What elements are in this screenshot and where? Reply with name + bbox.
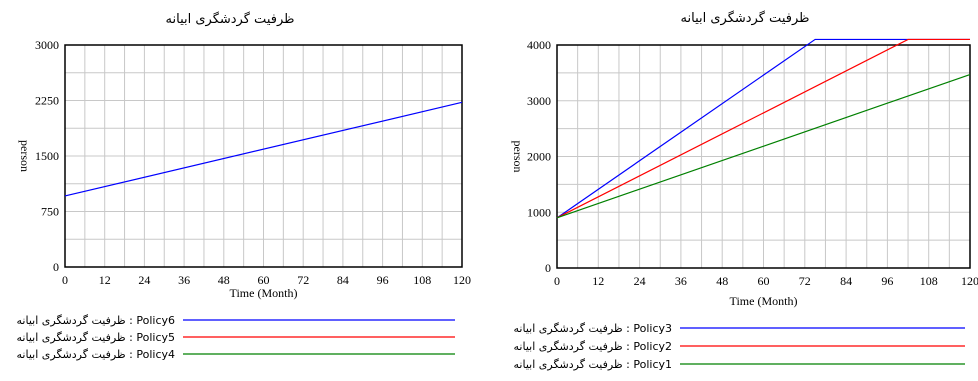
x-tick-label: 72 bbox=[799, 274, 811, 288]
y-tick-label: 1000 bbox=[527, 205, 551, 219]
x-tick-label: 36 bbox=[675, 274, 687, 288]
legend-label: ظرفیت گردشگری ابیانه : Policy4 bbox=[17, 348, 175, 361]
y-tick-label: 3000 bbox=[35, 38, 59, 52]
x-tick-label: 12 bbox=[592, 274, 604, 288]
x-tick-label: 96 bbox=[377, 273, 389, 287]
x-tick-label: 108 bbox=[413, 273, 431, 287]
chart-title: ظرفیت گردشگری ابیانه bbox=[166, 11, 295, 27]
chart-2: ظرفیت گردشگری ابیانه 0 12 24 36 48 60 72 84 96 108… bbox=[511, 10, 978, 371]
legend-label: ظرفیت گردشگری ابیانه : Policy5 bbox=[17, 331, 175, 344]
x-tick-label: 72 bbox=[297, 273, 309, 287]
grid bbox=[557, 45, 970, 268]
x-tick-label: 0 bbox=[62, 273, 68, 287]
x-tick-label: 60 bbox=[258, 273, 270, 287]
x-tick-label: 12 bbox=[99, 273, 111, 287]
x-tick-label: 108 bbox=[920, 274, 938, 288]
x-tick-label: 36 bbox=[178, 273, 190, 287]
legend-label: ظرفیت گردشگری ابیانه : Policy6 bbox=[17, 314, 175, 327]
y-tick-label: 2250 bbox=[35, 94, 59, 108]
x-tick-label: 84 bbox=[840, 274, 852, 288]
legend: ظرفیت گردشگری ابیانه : Policy6 ظرفیت گردش… bbox=[17, 314, 455, 361]
y-axis-label: person bbox=[511, 141, 525, 173]
x-tick-label: 24 bbox=[634, 274, 646, 288]
series-line-2 bbox=[556, 38, 970, 219]
x-tick-label: 120 bbox=[453, 273, 471, 287]
y-axis-label: person bbox=[18, 140, 32, 172]
y-tick-label: 3000 bbox=[527, 94, 551, 108]
legend-label: ظرفیت گردشگری ابیانه : Policy3 bbox=[514, 322, 672, 335]
x-tick-label: 0 bbox=[554, 274, 560, 288]
plot-frame bbox=[556, 44, 971, 269]
grid bbox=[65, 45, 462, 267]
series-line-3 bbox=[556, 73, 971, 219]
x-tick-label: 96 bbox=[881, 274, 893, 288]
legend-label: ظرفیت گردشگری ابیانه : Policy1 bbox=[514, 358, 672, 371]
x-tick-label: 48 bbox=[716, 274, 728, 288]
plot-frame bbox=[64, 44, 463, 268]
x-tick-label: 120 bbox=[961, 274, 978, 288]
legend-label: ظرفیت گردشگری ابیانه : Policy2 bbox=[514, 340, 672, 353]
y-tick-label: 1500 bbox=[35, 149, 59, 163]
y-tick-label: 2000 bbox=[527, 150, 551, 164]
x-axis-label: Time (Month) bbox=[230, 286, 298, 300]
series-line-1 bbox=[64, 101, 463, 197]
y-tick-label: 4000 bbox=[527, 38, 551, 52]
y-tick-label: 750 bbox=[41, 205, 59, 219]
y-tick-label: 0 bbox=[53, 260, 59, 274]
legend: ظرفیت گردشگری ابیانه : Policy3 ظرفیت گردش… bbox=[514, 322, 965, 371]
chart-title: ظرفیت گردشگری ابیانه bbox=[681, 10, 810, 26]
x-axis-label: Time (Month) bbox=[730, 294, 798, 308]
x-tick-label: 84 bbox=[337, 273, 349, 287]
x-tick-label: 24 bbox=[138, 273, 150, 287]
chart-1: ظرفیت گردشگری ابیانه 0 12 24 36 48 60 72 84 96 108… bbox=[17, 11, 471, 361]
x-tick-label: 60 bbox=[758, 274, 770, 288]
x-tick-label: 48 bbox=[218, 273, 230, 287]
y-tick-label: 0 bbox=[545, 261, 551, 275]
